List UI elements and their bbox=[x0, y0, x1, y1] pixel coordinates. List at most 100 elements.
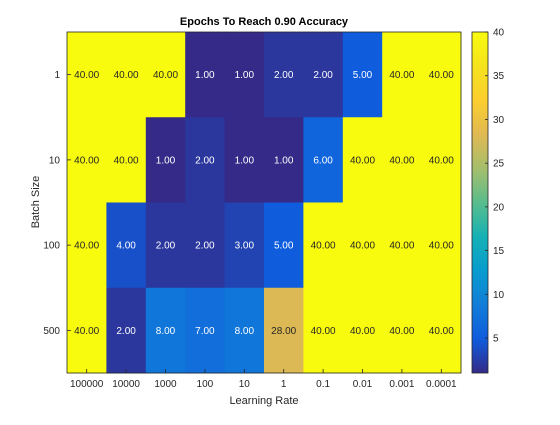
heatmap-cell bbox=[106, 202, 147, 289]
heatmap-value-label: 8.00 bbox=[156, 326, 176, 337]
x-tick-label: 0.01 bbox=[353, 379, 373, 390]
heatmap-cell bbox=[421, 287, 462, 374]
heatmap-value-label: 40.00 bbox=[74, 241, 99, 252]
heatmap-value-label: 7.00 bbox=[195, 326, 215, 337]
heatmap-value-label: 2.00 bbox=[195, 155, 215, 166]
colorbar-tick-label: 40 bbox=[493, 28, 505, 39]
colorbar-tick-label: 25 bbox=[493, 159, 505, 170]
heatmap-cell bbox=[67, 32, 107, 118]
heatmap-cell bbox=[145, 32, 186, 118]
heatmap-cell bbox=[421, 32, 462, 118]
heatmap-value-label: 40.00 bbox=[389, 70, 414, 81]
heatmap-value-label: 5.00 bbox=[353, 70, 373, 81]
x-tick-label: 10000 bbox=[112, 379, 140, 390]
heatmap-value-label: 40.00 bbox=[389, 241, 414, 252]
heatmap-cell bbox=[185, 117, 226, 203]
heatmap-value-label: 1.00 bbox=[274, 155, 294, 166]
x-tick-label: 100000 bbox=[70, 379, 104, 390]
chart-title: Epochs To Reach 0.90 Accuracy bbox=[180, 16, 349, 28]
heatmap-cell bbox=[67, 287, 107, 374]
y-tick-label: 1 bbox=[54, 70, 60, 81]
heatmap-cell bbox=[224, 32, 265, 118]
y-tick-label: 100 bbox=[43, 241, 60, 252]
heatmap-cell bbox=[145, 287, 186, 374]
heatmap-value-label: 40.00 bbox=[429, 241, 454, 252]
plot-frame bbox=[66, 31, 462, 374]
heatmap-value-label: 40.00 bbox=[389, 326, 414, 337]
heatmap-cell bbox=[303, 32, 344, 118]
heatmap-cell bbox=[382, 117, 423, 203]
heatmap-cells bbox=[67, 32, 462, 374]
heatmap-value-label: 40.00 bbox=[114, 155, 139, 166]
heatmap-cell bbox=[106, 32, 147, 118]
heatmap-value-label: 40.00 bbox=[350, 241, 375, 252]
heatmap-cell bbox=[382, 202, 423, 289]
heatmap-cell bbox=[382, 32, 423, 118]
heatmap-value-label: 2.00 bbox=[274, 70, 294, 81]
heatmap-cell bbox=[224, 202, 265, 289]
x-tick-label: 1 bbox=[281, 379, 287, 390]
heatmap-value-label: 1.00 bbox=[235, 70, 255, 81]
heatmap-value-label: 2.00 bbox=[116, 326, 136, 337]
y-axis-ticks: 1 10 100 500 bbox=[43, 70, 71, 337]
heatmap-cell bbox=[67, 117, 107, 203]
heatmap-cell bbox=[264, 287, 304, 374]
heatmap-cell bbox=[106, 117, 147, 203]
heatmap-value-label: 6.00 bbox=[313, 155, 333, 166]
heatmap-cell bbox=[421, 202, 462, 289]
x-tick-label: 0.001 bbox=[389, 379, 414, 390]
heatmap-cell bbox=[342, 117, 383, 203]
y-tick-label: 10 bbox=[49, 155, 61, 166]
heatmap-value-label: 2.00 bbox=[156, 241, 176, 252]
x-axis-label: Learning Rate bbox=[229, 395, 298, 407]
heatmap-value-label: 40.00 bbox=[74, 70, 99, 81]
heatmap-value-label: 40.00 bbox=[350, 326, 375, 337]
colorbar-tick-label: 30 bbox=[493, 115, 505, 126]
heatmap-cell bbox=[185, 32, 226, 118]
x-tick-label: 10 bbox=[239, 379, 251, 390]
x-tick-label: 0.0001 bbox=[426, 379, 457, 390]
heatmap-cell bbox=[224, 287, 265, 374]
heatmap-cell bbox=[264, 117, 304, 203]
heatmap-cell bbox=[185, 287, 226, 374]
heatmap-value-label: 5.00 bbox=[274, 241, 294, 252]
heatmap-value-label: 1.00 bbox=[156, 155, 176, 166]
heatmap-value-label: 3.00 bbox=[235, 241, 255, 252]
colorbar-ticks: 5 10 15 20 25 30 35 40 bbox=[485, 28, 505, 345]
heatmap-cell bbox=[67, 202, 107, 289]
heatmap-cell bbox=[303, 202, 344, 289]
heatmap-value-label: 2.00 bbox=[195, 241, 215, 252]
heatmap-cell bbox=[342, 287, 383, 374]
heatmap-cell bbox=[224, 117, 265, 203]
heatmap-value-label: 4.00 bbox=[116, 241, 136, 252]
heatmap-value-label: 40.00 bbox=[311, 326, 336, 337]
heatmap-cell bbox=[303, 117, 344, 203]
heatmap-cell bbox=[145, 202, 186, 289]
heatmap-value-label: 8.00 bbox=[235, 326, 255, 337]
heatmap-cell bbox=[264, 32, 304, 118]
heatmap-cell bbox=[145, 117, 186, 203]
colorbar-tick-label: 15 bbox=[493, 246, 505, 257]
x-tick-label: 100 bbox=[197, 379, 214, 390]
heatmap-value-labels: 40.00 40.00 40.00 1.00 1.00 2.00 2.00 5.00 40.00… bbox=[74, 70, 454, 337]
heatmap-cell bbox=[382, 287, 423, 374]
heatmap-value-label: 40.00 bbox=[74, 326, 99, 337]
heatmap-value-label: 40.00 bbox=[114, 70, 139, 81]
heatmap-value-label: 40.00 bbox=[429, 326, 454, 337]
y-axis-label: Batch Size bbox=[30, 176, 42, 229]
heatmap-value-label: 40.00 bbox=[153, 70, 178, 81]
heatmap-cell bbox=[185, 202, 226, 289]
heatmap-value-label: 2.00 bbox=[313, 70, 333, 81]
colorbar-tick-label: 20 bbox=[493, 202, 505, 213]
heatmap-value-label: 28.00 bbox=[271, 326, 296, 337]
heatmap-cell bbox=[421, 117, 462, 203]
x-tick-label: 1000 bbox=[154, 379, 177, 390]
heatmap-cell bbox=[106, 287, 147, 374]
colorbar-tick-label: 35 bbox=[493, 71, 505, 82]
x-tick-label: 0.1 bbox=[316, 379, 330, 390]
heatmap-value-label: 40.00 bbox=[350, 155, 375, 166]
heatmap-value-label: 40.00 bbox=[74, 155, 99, 166]
heatmap-value-label: 1.00 bbox=[195, 70, 215, 81]
